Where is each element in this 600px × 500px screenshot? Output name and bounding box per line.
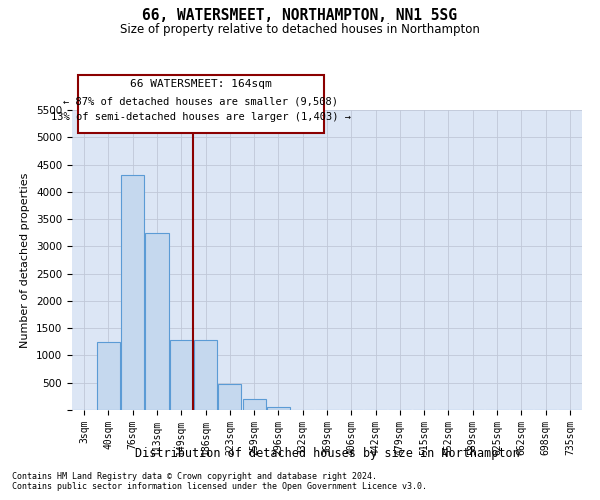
Text: Size of property relative to detached houses in Northampton: Size of property relative to detached ho… [120,22,480,36]
Bar [218,384,241,410]
Bar [242,399,266,410]
Text: 66, WATERSMEET, NORTHAMPTON, NN1 5SG: 66, WATERSMEET, NORTHAMPTON, NN1 5SG [143,8,458,22]
Text: ← 87% of detached houses are smaller (9,508): ← 87% of detached houses are smaller (9,… [64,96,338,106]
Bar [121,176,144,410]
Bar [97,342,120,410]
Text: Distribution of detached houses by size in Northampton: Distribution of detached houses by size … [134,448,520,460]
Y-axis label: Number of detached properties: Number of detached properties [20,172,31,348]
Text: Contains HM Land Registry data © Crown copyright and database right 2024.: Contains HM Land Registry data © Crown c… [12,472,377,481]
Bar [145,232,169,410]
Text: Contains public sector information licensed under the Open Government Licence v3: Contains public sector information licen… [12,482,427,491]
Bar [267,406,290,410]
Text: 66 WATERSMEET: 164sqm: 66 WATERSMEET: 164sqm [130,79,272,89]
Bar [194,340,217,410]
Text: 13% of semi-detached houses are larger (1,403) →: 13% of semi-detached houses are larger (… [51,112,351,122]
Bar [170,340,193,410]
